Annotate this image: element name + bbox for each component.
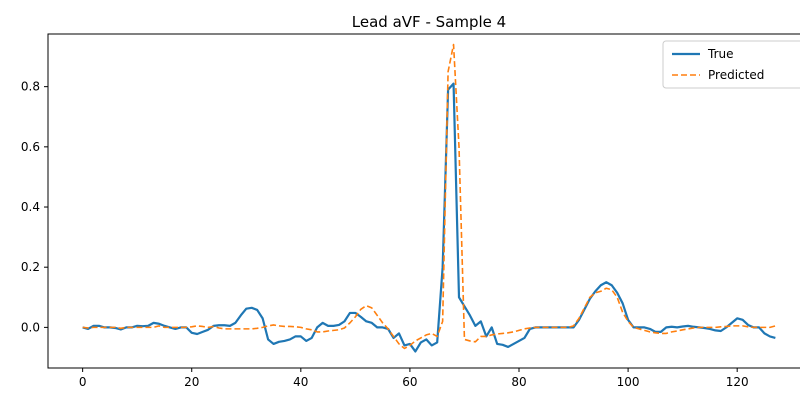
x-tick-label: 40 [293, 375, 308, 389]
y-tick-label: 0.2 [21, 260, 40, 274]
x-tick-label: 100 [617, 375, 640, 389]
x-tick-label: 120 [726, 375, 749, 389]
y-tick-label: 0.4 [21, 200, 40, 214]
legend-label-true: True [707, 47, 734, 61]
x-axis: 0 20 40 60 80 100 120 [79, 368, 749, 389]
legend-label-predicted: Predicted [708, 68, 764, 82]
plot-area [83, 45, 776, 352]
y-tick-label: 0.0 [21, 320, 40, 334]
series-line-predicted [83, 45, 776, 349]
series-line-true [83, 84, 776, 352]
legend: True Predicted [663, 41, 800, 88]
chart-title: Lead aVF - Sample 4 [352, 13, 506, 31]
y-axis: 0.0 0.2 0.4 0.6 0.8 [21, 80, 48, 335]
y-tick-label: 0.8 [21, 80, 40, 94]
x-tick-label: 0 [79, 375, 87, 389]
y-tick-label: 0.6 [21, 140, 40, 154]
x-tick-label: 80 [511, 375, 526, 389]
x-tick-label: 60 [402, 375, 417, 389]
x-tick-label: 20 [184, 375, 199, 389]
